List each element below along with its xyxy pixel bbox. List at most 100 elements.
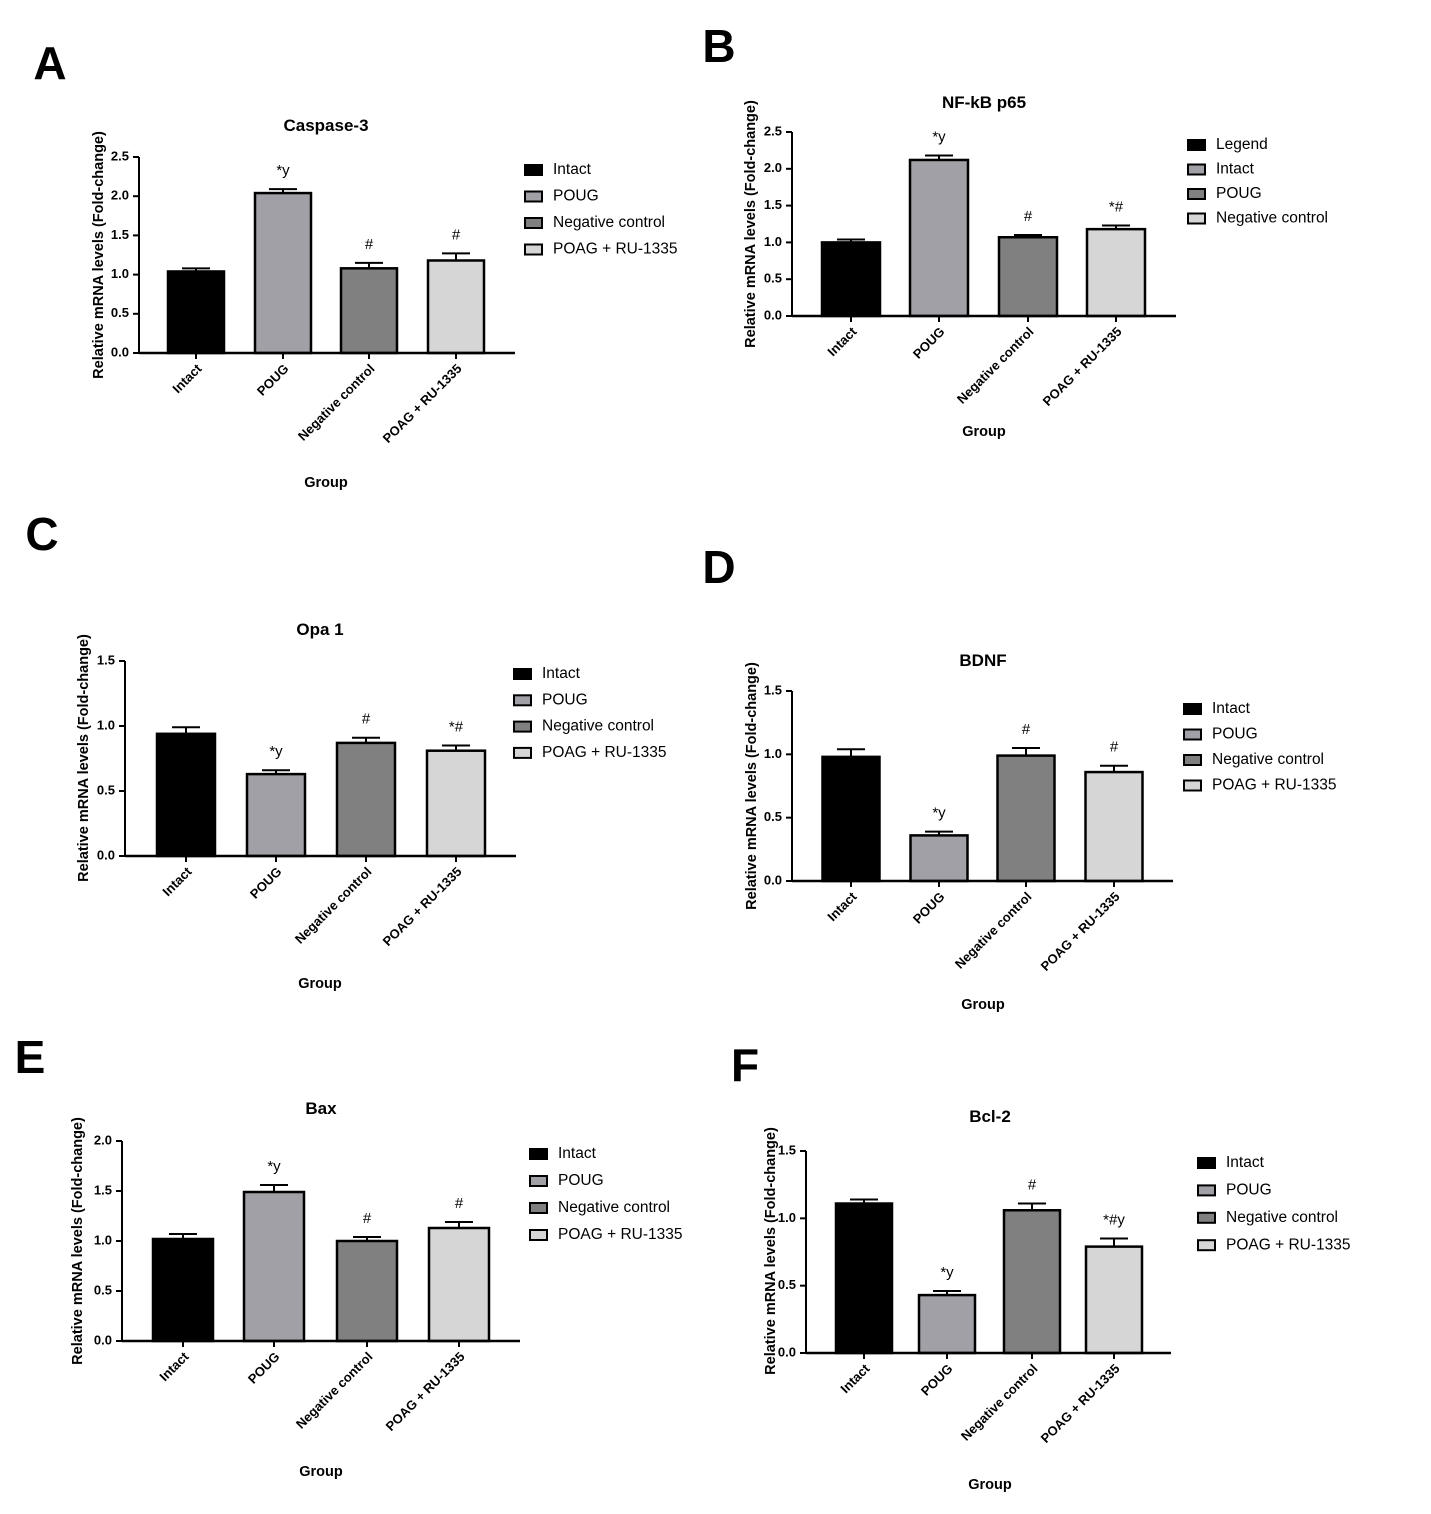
panel-letter: B [702, 20, 735, 72]
bar-poag-ru-1335 [426, 259, 486, 355]
x-category-label: Intact [156, 1348, 192, 1384]
significance-annotation: # [452, 226, 461, 243]
legend-swatch [529, 1175, 548, 1187]
y-tick-label: 2.0 [764, 160, 782, 175]
x-category-label: Intact [169, 360, 205, 396]
legend-entry: Legend [1216, 136, 1268, 153]
x-category-label: Negative control [292, 864, 375, 947]
y-tick-label: 1.0 [764, 234, 782, 249]
bar-poug [253, 191, 313, 355]
x-axis-label: Group [298, 976, 342, 992]
y-tick-label: 1.5 [97, 652, 115, 667]
x-category-label: POUG [254, 361, 292, 399]
significance-annotation: *# [449, 719, 464, 736]
legend-entry: Negative control [1212, 751, 1324, 768]
legend-swatch [524, 164, 543, 176]
significance-annotation: *y [269, 743, 283, 760]
x-category-label: Intact [159, 863, 195, 899]
chart-panel-b: B NF-kB p65 Relative mRNA levels (Fold-cha… [702, 20, 1328, 440]
y-tick-label: 1.5 [94, 1182, 112, 1197]
y-tick-label: 2.0 [94, 1132, 112, 1147]
panel-letter: E [15, 1031, 46, 1083]
legend: Intact POUG Negative control POAG + RU-1335 [1197, 1154, 1350, 1253]
y-tick-label: 0.5 [764, 809, 782, 824]
bar-poug [242, 1190, 306, 1343]
y-tick-label: 1.0 [111, 266, 129, 281]
legend: Intact POUG Negative control POAG + RU-1335 [524, 161, 677, 258]
significance-annotation: # [455, 1195, 464, 1212]
legend: Legend Intact POUG Negative control [1187, 136, 1328, 227]
legend-swatch [513, 694, 532, 707]
bar-poag-ru-1335 [1084, 1245, 1144, 1355]
x-category-label: Negative control [952, 889, 1035, 972]
chart-title: Caspase-3 [283, 116, 368, 135]
significance-annotation: # [1028, 1177, 1037, 1194]
legend-entry: Negative control [558, 1199, 670, 1216]
significance-annotation: # [362, 711, 371, 728]
bar-intact [820, 241, 882, 318]
chart-title: Opa 1 [296, 620, 343, 639]
legend-swatch [1187, 163, 1206, 176]
significance-annotation: *y [932, 805, 946, 822]
legend-entry: POUG [1216, 185, 1262, 202]
x-category-label: Intact [824, 888, 860, 924]
legend-entry: Intact [1212, 700, 1251, 717]
bar-poag-ru-1335 [1084, 770, 1144, 883]
legend: Intact POUG Negative control POAG + RU-1335 [513, 665, 666, 761]
chart-panel-f: F Bcl-2 Relative mRNA levels (Fold-change)… [731, 1039, 1351, 1493]
x-category-label: Negative control [954, 324, 1037, 407]
x-axis-label: Group [304, 475, 348, 491]
x-axis-label: Group [961, 997, 1005, 1013]
chart-panel-e: E Bax Relative mRNA levels (Fold-change) Gr… [15, 1031, 683, 1480]
x-axis-label: Group [962, 424, 1006, 440]
y-axis-label: Relative mRNA levels (Fold-change) [763, 1127, 779, 1375]
legend-entry: Intact [1226, 1154, 1265, 1171]
x-category-label: POUG [245, 1349, 283, 1387]
chart-title: NF-kB p65 [942, 93, 1026, 112]
x-category-label: POUG [918, 1361, 956, 1399]
panel-letter: F [731, 1039, 759, 1091]
legend-swatch [529, 1202, 548, 1214]
legend-entry: POUG [542, 691, 588, 708]
legend-swatch [529, 1229, 548, 1241]
significance-annotation: # [1110, 739, 1119, 756]
significance-annotation: *y [276, 162, 290, 179]
x-category-label: POUG [910, 889, 948, 927]
x-category-label: POAG + RU-1335 [380, 864, 465, 949]
significance-annotation: *# [1109, 198, 1124, 215]
y-axis-label: Relative mRNA levels (Fold-change) [70, 1117, 86, 1365]
significance-annotation: *y [932, 129, 946, 146]
y-axis-label: Relative mRNA levels (Fold-change) [76, 634, 92, 882]
y-tick-label: 1.0 [97, 717, 115, 732]
panel-letter: C [25, 508, 58, 560]
bar-negative-control [335, 741, 397, 858]
bar-intact [166, 270, 226, 355]
legend-swatch [1183, 703, 1202, 715]
chart-title: BDNF [959, 651, 1006, 670]
significance-annotation: # [365, 236, 374, 253]
legend-entry: Intact [558, 1145, 597, 1162]
legend: Intact POUG Negative control POAG + RU-1335 [1183, 700, 1336, 794]
y-tick-label: 0.5 [764, 271, 782, 286]
y-tick-label: 1.0 [764, 746, 782, 761]
panel-letter: D [702, 541, 735, 593]
legend-swatch [513, 746, 532, 759]
y-tick-label: 0.5 [778, 1277, 796, 1292]
legend-swatch [513, 668, 532, 680]
legend-swatch [524, 217, 543, 229]
chart-panel-c: C Opa 1 Relative mRNA levels (Fold-change)… [25, 508, 666, 992]
legend-swatch [1183, 779, 1202, 792]
legend-swatch [1197, 1157, 1216, 1169]
y-axis-label: Relative mRNA levels (Fold-change) [744, 662, 760, 910]
chart-panel-d: D BDNF Relative mRNA levels (Fold-change) G… [702, 541, 1336, 1013]
bar-negative-control [335, 1239, 399, 1343]
y-tick-label: 2.0 [111, 188, 129, 203]
legend: Intact POUG Negative control POAG + RU-1335 [529, 1145, 682, 1243]
bar-negative-control [339, 267, 399, 355]
x-category-label: Negative control [958, 1361, 1041, 1444]
y-axis-label: Relative mRNA levels (Fold-change) [743, 100, 759, 348]
x-category-label: Intact [837, 1360, 873, 1396]
chart-title: Bcl-2 [969, 1107, 1011, 1126]
y-tick-label: 0.5 [97, 782, 115, 797]
